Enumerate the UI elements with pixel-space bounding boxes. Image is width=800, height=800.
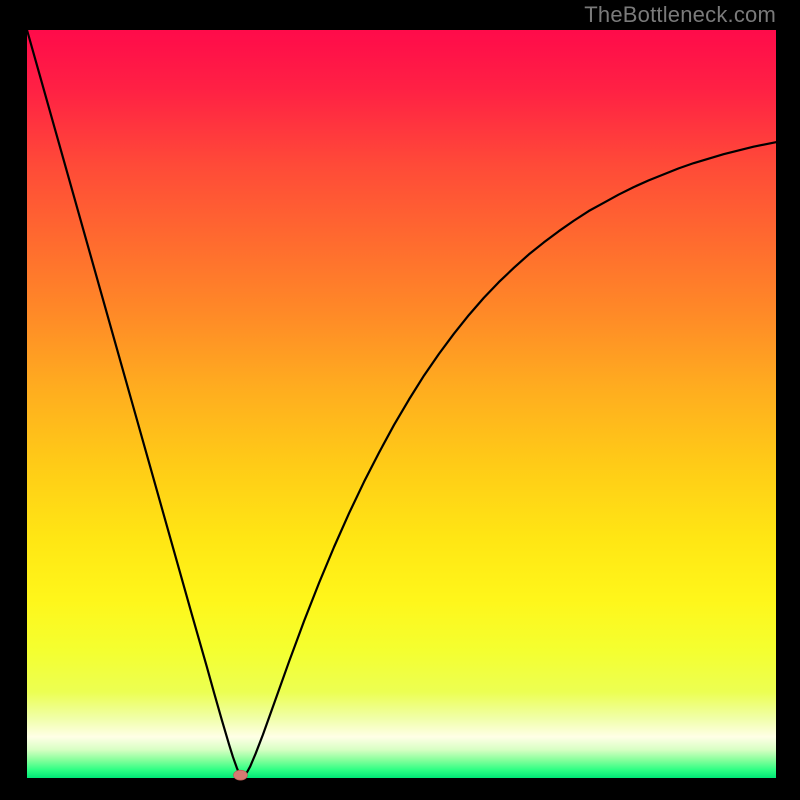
watermark-label: TheBottleneck.com: [584, 2, 776, 28]
optimum-marker: [233, 770, 247, 780]
plot-background: [27, 30, 776, 778]
bottleneck-chart: [0, 0, 800, 800]
